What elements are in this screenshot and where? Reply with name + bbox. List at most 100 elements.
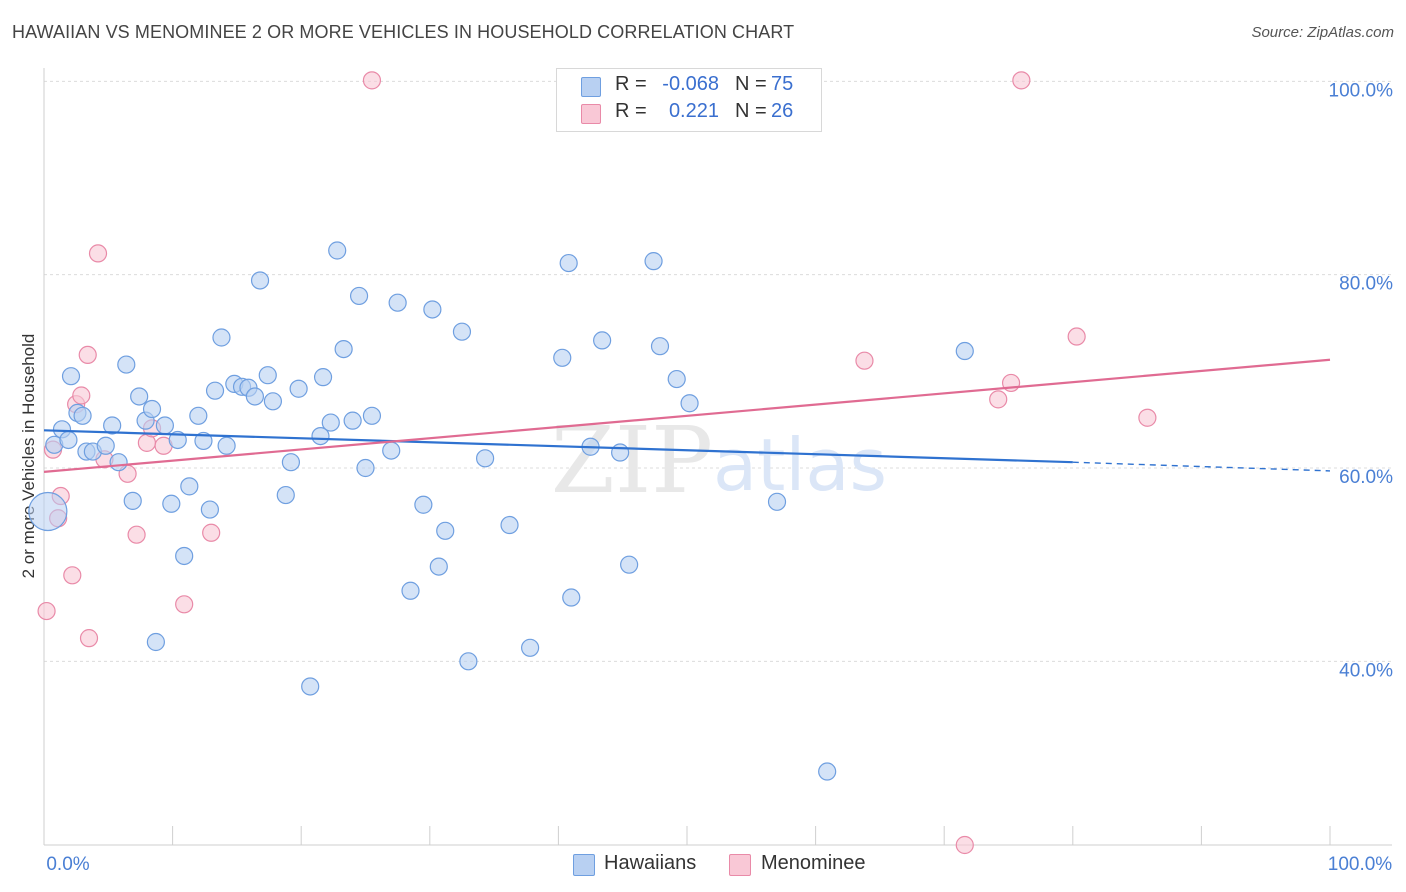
hawaiians-point bbox=[362, 406, 382, 425]
chart-title: HAWAIIAN VS MENOMINEE 2 OR MORE VEHICLES… bbox=[12, 22, 795, 42]
hawaiians-point bbox=[562, 588, 581, 607]
menominee-point bbox=[127, 525, 146, 544]
hawaiians-point bbox=[250, 271, 270, 290]
hawaiians-point bbox=[650, 337, 670, 356]
hawaiians-swatch bbox=[581, 77, 601, 97]
hawaiians-point bbox=[818, 762, 837, 781]
hawaiians-point bbox=[559, 253, 578, 273]
hawaiians-point bbox=[767, 492, 787, 511]
hawaiians-point bbox=[475, 449, 495, 468]
hawaiians-point bbox=[436, 521, 455, 540]
hawaiians-point bbox=[212, 328, 231, 347]
hawaiians-point bbox=[200, 500, 219, 519]
hawaiians-point bbox=[142, 399, 162, 419]
watermark-atlas: atlas bbox=[713, 423, 887, 507]
hawaiians-point bbox=[414, 495, 433, 514]
hawaiians-trend-line bbox=[43, 429, 1073, 464]
menominee-point bbox=[1012, 71, 1031, 90]
hawaiians-point bbox=[611, 443, 630, 462]
hawaiians-point bbox=[117, 355, 136, 374]
hawaiians-point bbox=[349, 286, 369, 306]
hawaiians-point bbox=[289, 379, 308, 398]
menominee-point bbox=[79, 629, 99, 648]
hawaiians-point bbox=[194, 431, 213, 451]
hawaiians-trend-extension bbox=[1072, 461, 1331, 472]
hawaiians-point bbox=[61, 367, 81, 386]
hawaiians-point bbox=[521, 638, 540, 657]
hawaiians-point bbox=[73, 406, 92, 425]
legend-label-menominee: Menominee bbox=[761, 852, 866, 874]
hawaiians-point bbox=[459, 652, 478, 671]
legend-r-label: R = bbox=[615, 100, 647, 122]
menominee-point bbox=[88, 244, 108, 263]
hawaiians-point bbox=[667, 369, 686, 389]
menominee-point bbox=[37, 601, 56, 621]
menominee-trend-line bbox=[43, 358, 1331, 473]
trend-lines bbox=[43, 358, 1331, 473]
y-tick-label: 80.0% bbox=[1339, 274, 1393, 295]
hawaiians-point bbox=[593, 331, 612, 350]
hawaiians-point bbox=[429, 557, 448, 576]
hawaiians-point bbox=[28, 491, 68, 532]
hawaiians-point bbox=[401, 581, 420, 600]
menominee-point bbox=[855, 351, 874, 370]
y-axis-label: 2 or more Vehicles in Household bbox=[19, 334, 38, 579]
hawaiians-swatch bbox=[573, 854, 595, 876]
menominee-point bbox=[362, 71, 382, 90]
hawaiians-point bbox=[500, 515, 519, 535]
hawaiians-point bbox=[276, 485, 295, 505]
hawaiians-point bbox=[109, 453, 128, 472]
hawaiians-point bbox=[155, 416, 174, 435]
hawaiians-point bbox=[175, 546, 194, 566]
hawaiians-point bbox=[130, 387, 149, 406]
legend-r-value: 0.221 bbox=[668, 100, 719, 122]
hawaiians-point bbox=[328, 241, 347, 260]
menominee-point bbox=[175, 595, 194, 614]
legend-label-hawaiians: Hawaiians bbox=[604, 852, 697, 874]
watermark: ZIP atlas bbox=[551, 407, 887, 514]
watermark-zip: ZIP bbox=[551, 407, 713, 514]
hawaiians-point bbox=[680, 394, 699, 413]
x-tick-label: 100.0% bbox=[1328, 854, 1393, 875]
y-tick-label: 40.0% bbox=[1339, 660, 1393, 681]
hawaiians-point bbox=[553, 348, 572, 367]
hawaiians-point bbox=[96, 436, 115, 455]
hawaiians-point bbox=[343, 411, 362, 430]
hawaiians-point bbox=[301, 677, 320, 696]
hawaiians-point bbox=[620, 555, 639, 574]
legend-n-label: N = bbox=[735, 73, 767, 95]
menominee-point bbox=[78, 345, 97, 364]
gridlines bbox=[44, 80, 1392, 662]
hawaiians-point bbox=[311, 427, 330, 446]
hawaiians-point bbox=[180, 477, 199, 496]
hawaiians-point bbox=[281, 453, 301, 472]
menominee-point bbox=[1067, 327, 1086, 346]
hawaiians-point bbox=[162, 494, 181, 513]
hawaiians-points bbox=[28, 241, 974, 781]
menominee-swatch bbox=[729, 854, 751, 876]
menominee-swatch bbox=[581, 104, 601, 124]
hawaiians-point bbox=[59, 430, 78, 450]
hawaiians-point bbox=[955, 341, 974, 361]
hawaiians-point bbox=[217, 436, 236, 455]
hawaiians-point bbox=[313, 368, 333, 387]
hawaiians-point bbox=[388, 293, 407, 312]
menominee-point bbox=[72, 386, 91, 405]
x-tick-label: 0.0% bbox=[46, 854, 89, 875]
menominee-point bbox=[63, 566, 82, 585]
hawaiians-point bbox=[168, 430, 187, 450]
tick-labels: 40.0% 60.0% 80.0% 100.0% 0.0% 100.0% bbox=[46, 80, 1393, 875]
y-tick-label: 60.0% bbox=[1339, 467, 1393, 488]
legend-n-label: N = bbox=[735, 100, 767, 122]
hawaiians-point bbox=[258, 366, 277, 385]
menominee-point bbox=[1138, 408, 1157, 427]
menominee-point bbox=[202, 523, 221, 542]
hawaiians-point bbox=[103, 416, 122, 435]
axes bbox=[43, 68, 1392, 846]
y-tick-label: 100.0% bbox=[1329, 80, 1394, 101]
hawaiians-point bbox=[382, 441, 401, 460]
stats-legend: R = -0.068 N = 75 R = 0.221 N = 26 bbox=[556, 68, 822, 132]
legend-n-value: 75 bbox=[771, 73, 794, 95]
hawaiians-point bbox=[644, 252, 663, 271]
